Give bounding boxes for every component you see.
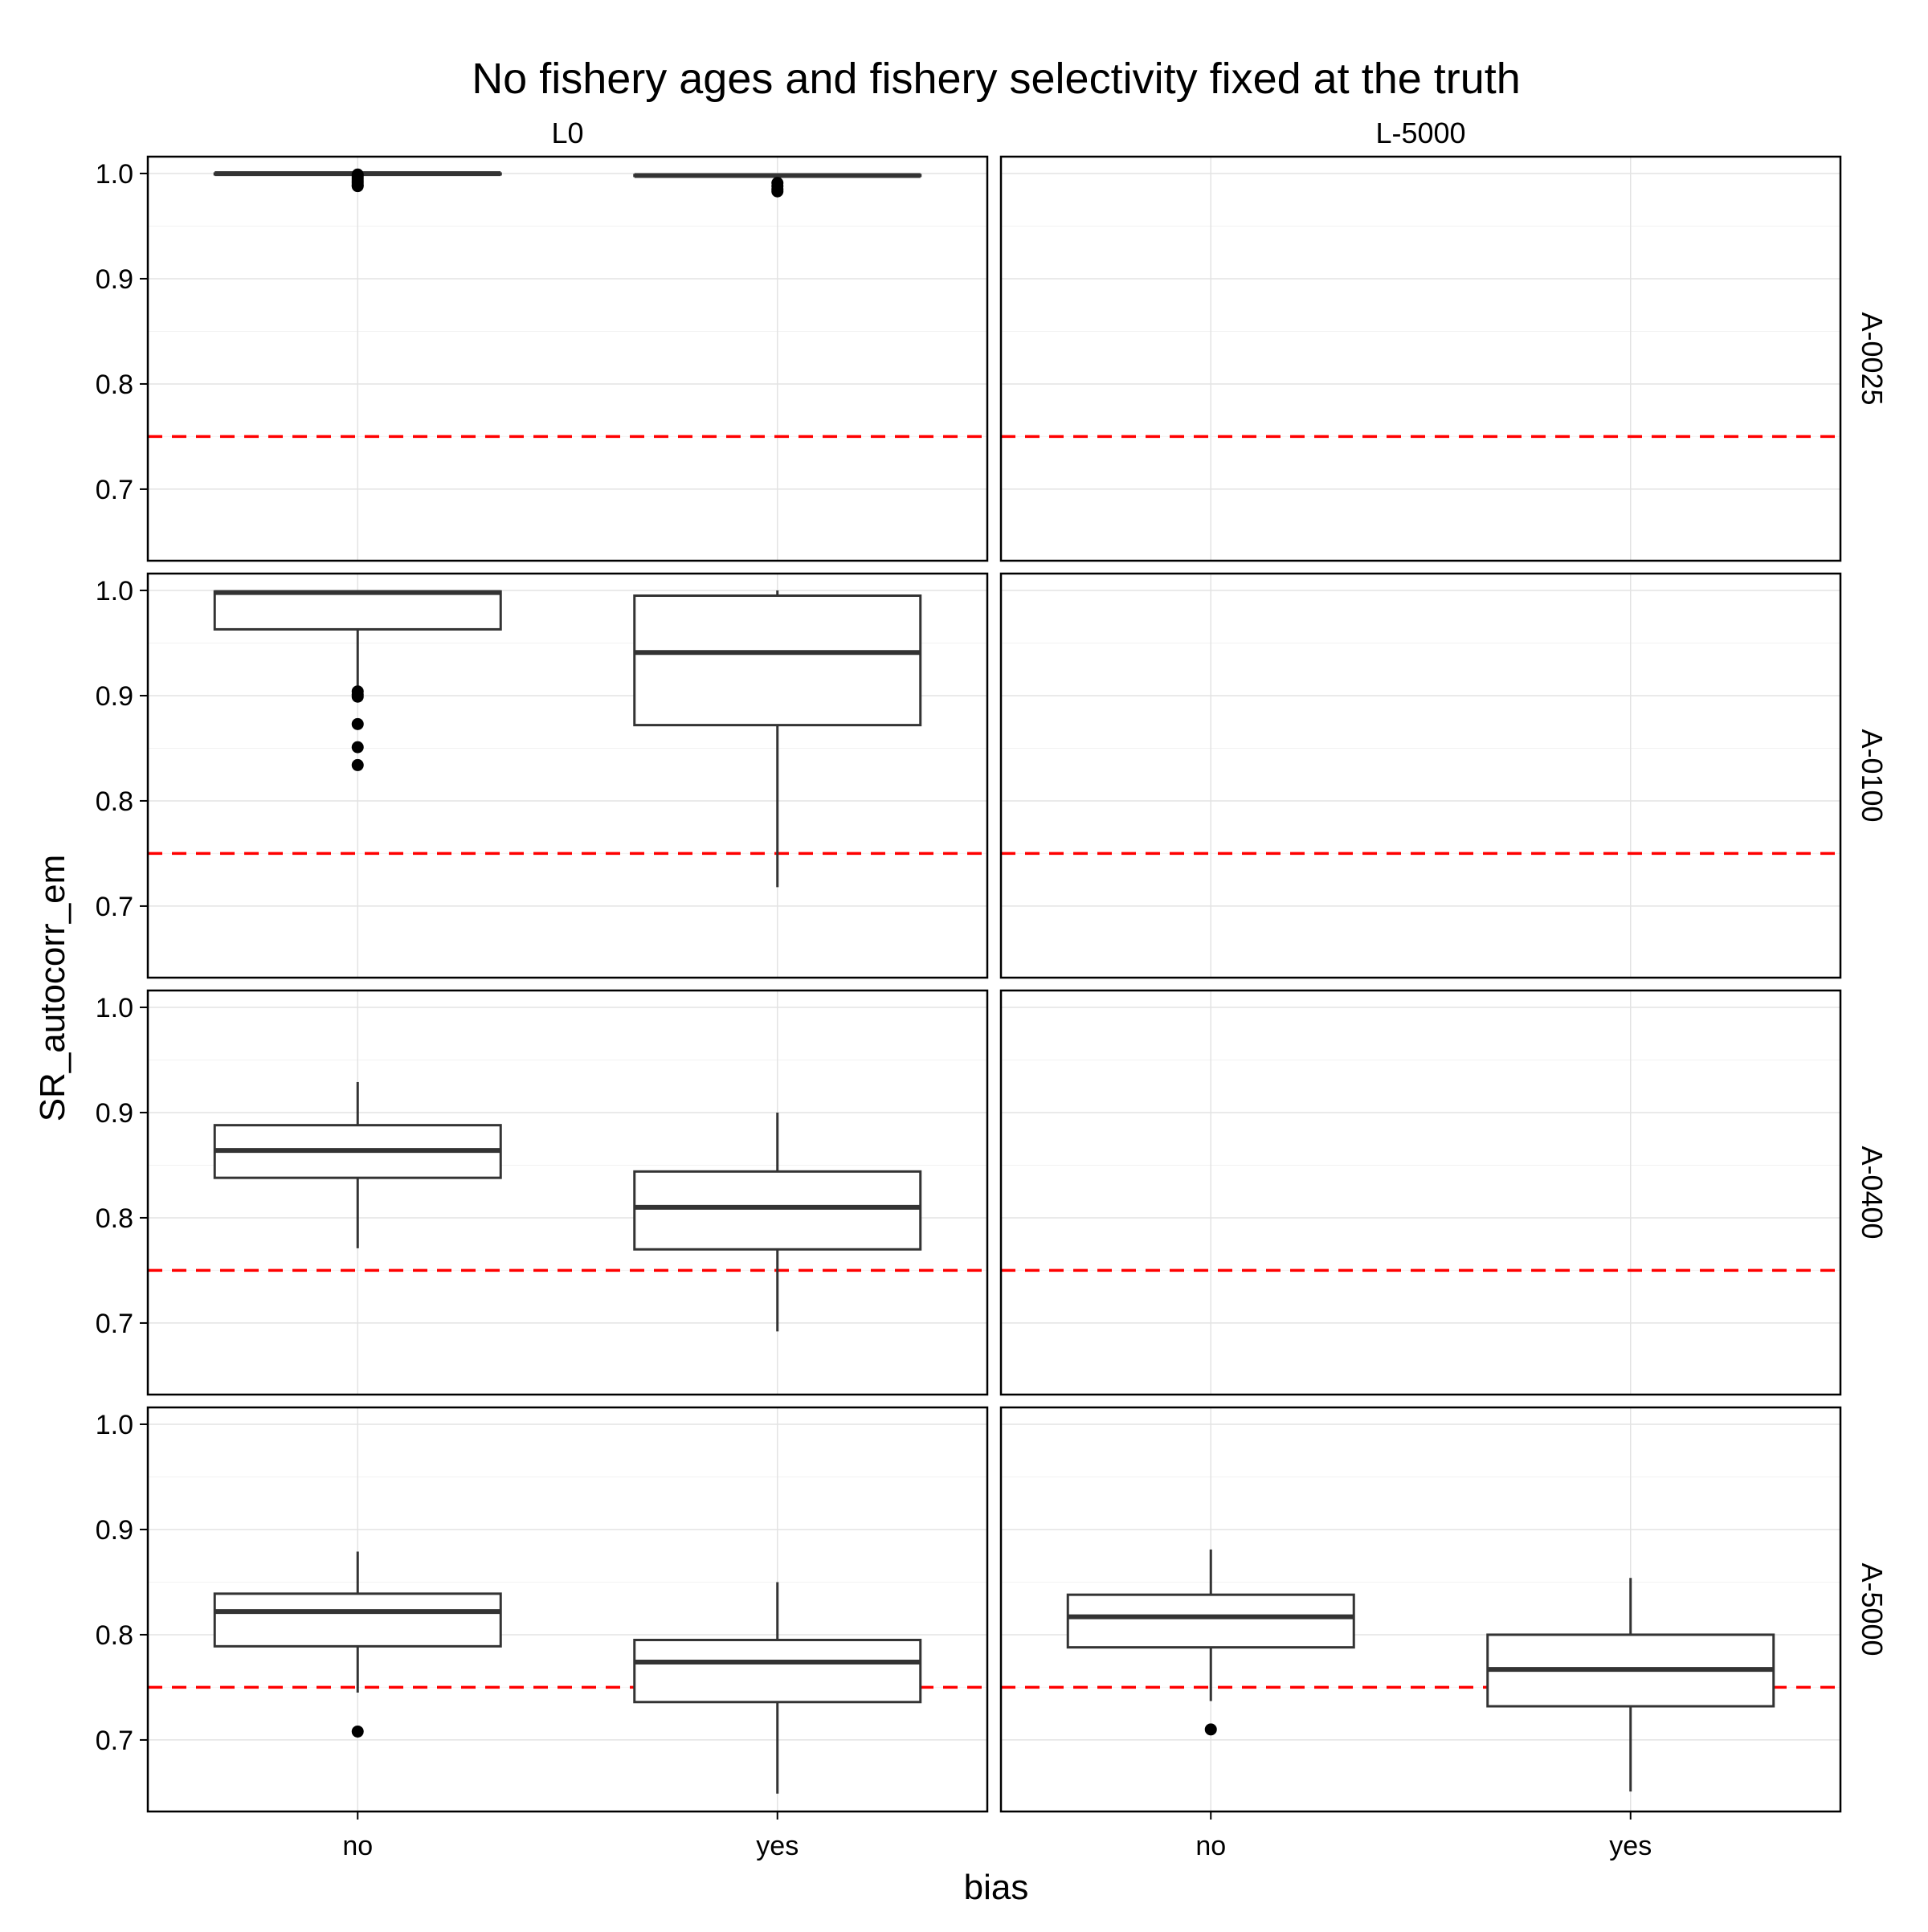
y-axis-tick-label: 0.7 bbox=[96, 1726, 133, 1756]
y-axis-tick-label: 0.9 bbox=[96, 1098, 133, 1129]
panel-border bbox=[999, 155, 1842, 562]
y-axis-tick-label: 0.7 bbox=[96, 892, 133, 922]
panel-border bbox=[146, 572, 989, 979]
panel-border bbox=[146, 989, 989, 1396]
row-facet-label: A-5000 bbox=[1856, 1562, 1889, 1656]
outlier-point bbox=[351, 741, 364, 754]
box-iqr bbox=[213, 590, 502, 631]
y-axis-tick-label: 0.8 bbox=[96, 1203, 133, 1234]
row-facet-label: A-0400 bbox=[1856, 1146, 1889, 1239]
y-axis-tick-label: 0.8 bbox=[96, 786, 133, 817]
panel-border bbox=[999, 989, 1842, 1396]
column-facet-label: L0 bbox=[551, 116, 583, 149]
box-iqr bbox=[1066, 1593, 1355, 1649]
y-axis-tick-label: 0.9 bbox=[96, 1515, 133, 1546]
column-facet-label: L-5000 bbox=[1375, 116, 1465, 149]
x-axis-tick-label: yes bbox=[1609, 1831, 1652, 1861]
x-axis-tick-label: yes bbox=[756, 1831, 799, 1861]
y-axis-tick-label: 1.0 bbox=[96, 993, 133, 1023]
outlier-point bbox=[351, 717, 364, 730]
x-axis-tick-label: no bbox=[342, 1831, 373, 1861]
y-axis-tick-label: 0.8 bbox=[96, 1620, 133, 1651]
y-axis-tick-label: 0.8 bbox=[96, 370, 133, 400]
box-iqr bbox=[633, 1170, 922, 1251]
panel-border bbox=[146, 1406, 989, 1813]
box-iqr bbox=[633, 1638, 922, 1704]
row-facet-label: A-0100 bbox=[1856, 729, 1889, 822]
row-facet-label: A-0025 bbox=[1856, 312, 1889, 405]
facet-panels: L0 L-5000 A-0025 A-0100 A-0400 A-5000 0.7 0.8 0.… bbox=[96, 116, 1889, 1861]
panel-border bbox=[999, 1406, 1842, 1813]
panel-border bbox=[999, 572, 1842, 979]
y-axis-tick-label: 0.9 bbox=[96, 264, 133, 295]
y-axis-label: SR_autocorr_em bbox=[33, 855, 72, 1122]
y-axis-tick-label: 0.7 bbox=[96, 475, 133, 505]
outlier-point bbox=[1204, 1723, 1217, 1736]
box-iqr bbox=[633, 594, 922, 727]
y-axis-tick-label: 1.0 bbox=[96, 159, 133, 190]
outlier-point bbox=[771, 185, 784, 198]
panel-border bbox=[146, 155, 989, 562]
box-iqr bbox=[213, 1592, 502, 1648]
outlier-point bbox=[351, 690, 364, 703]
x-axis-tick-label: no bbox=[1195, 1831, 1226, 1861]
outlier-point bbox=[351, 758, 364, 771]
outlier-point bbox=[351, 180, 364, 193]
x-axis-label: bias bbox=[964, 1868, 1029, 1907]
y-axis-tick-label: 1.0 bbox=[96, 576, 133, 607]
y-axis-tick-label: 1.0 bbox=[96, 1410, 133, 1440]
y-axis-tick-label: 0.9 bbox=[96, 681, 133, 712]
y-axis-tick-label: 0.7 bbox=[96, 1309, 133, 1339]
chart-title: No fishery ages and fishery selectivity … bbox=[472, 55, 1521, 103]
outlier-point bbox=[351, 1725, 364, 1738]
